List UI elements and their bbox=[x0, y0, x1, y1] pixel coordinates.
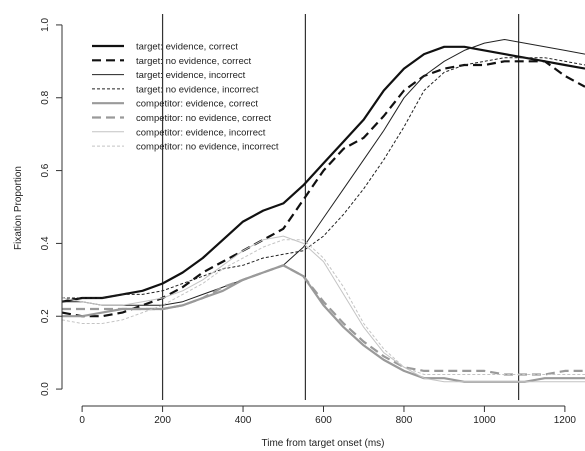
y-tick-label-4: 0.8 bbox=[40, 90, 51, 104]
series-line-6 bbox=[62, 264, 585, 376]
legend-label-2: target: no evidence, correct bbox=[136, 56, 251, 67]
legend-label-5: competitor: evidence, correct bbox=[136, 99, 258, 110]
x-tick-label-0: 0 bbox=[79, 415, 85, 426]
x-axis-label: Time from target onset (ms) bbox=[262, 438, 385, 449]
series-line-2 bbox=[61, 60, 585, 318]
series-line-7 bbox=[61, 235, 585, 383]
x-tick-label-5: 1000 bbox=[473, 415, 496, 426]
legend-label-7: competitor: evidence, incorrect bbox=[136, 127, 266, 138]
x-tick-label-6: 1200 bbox=[554, 415, 577, 426]
plot-series bbox=[61, 39, 585, 383]
legend-label-8: competitor: no evidence, incorrect bbox=[136, 142, 279, 153]
legend-label-3: target: evidence, incorrect bbox=[136, 70, 246, 81]
x-tick-label-3: 600 bbox=[315, 415, 332, 426]
series-line-4 bbox=[62, 57, 585, 299]
vertical-reference-lines bbox=[161, 14, 520, 400]
legend-label-1: target: evidence, correct bbox=[136, 42, 238, 53]
legend-label-4: target: no evidence, incorrect bbox=[136, 84, 259, 95]
x-tick-label-2: 400 bbox=[235, 415, 252, 426]
y-tick-label-2: 0.4 bbox=[40, 236, 51, 250]
y-axis-label: Fixation Proportion bbox=[13, 166, 24, 250]
series-line-5 bbox=[62, 264, 585, 383]
series-line-3 bbox=[62, 39, 585, 306]
y-tick-label-0: 0.0 bbox=[40, 382, 51, 396]
series-line-8 bbox=[61, 239, 585, 375]
y-tick-label-1: 0.2 bbox=[40, 309, 51, 323]
axes: 0.0 0.2 0.4 0.6 0.8 1.0 0 200 400 600 800 1000 1200 bbox=[40, 18, 576, 426]
legend: target: evidence, correct target: no evid… bbox=[92, 42, 279, 153]
legend-label-6: competitor: no evidence, correct bbox=[136, 113, 272, 124]
y-tick-label-5: 1.0 bbox=[40, 18, 51, 32]
series-line-1 bbox=[61, 45, 585, 303]
y-tick-label-3: 0.6 bbox=[40, 163, 51, 177]
x-tick-label-4: 800 bbox=[396, 415, 413, 426]
x-tick-label-1: 200 bbox=[154, 415, 171, 426]
